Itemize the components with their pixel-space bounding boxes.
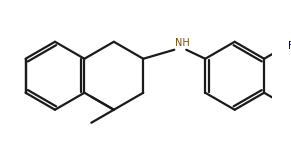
Text: F: F — [288, 41, 291, 51]
Text: NH: NH — [175, 38, 190, 48]
